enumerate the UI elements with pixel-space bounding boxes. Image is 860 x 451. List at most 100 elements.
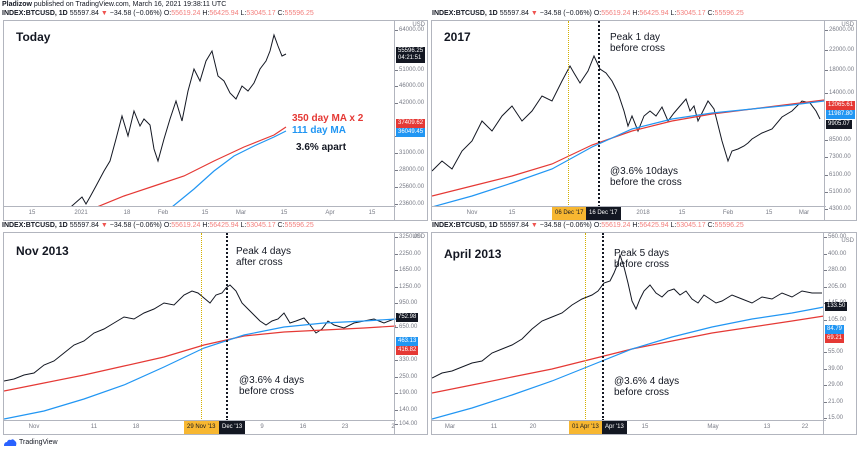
- x-tick: 18: [123, 210, 131, 216]
- published-text: published on TradingView.com, March 16, …: [33, 1, 227, 8]
- l-label: L:: [240, 10, 247, 17]
- h-label: H:: [202, 10, 210, 17]
- ma350x2-line: [95, 126, 287, 207]
- h-label: H:: [632, 222, 640, 229]
- change: −34.58 (−0.06%): [109, 222, 162, 229]
- last-price: 55597.84: [69, 10, 99, 17]
- price-axis[interactable]: USD 64000.00 51000.00 46000.00 42000.00 …: [394, 21, 427, 220]
- y-tick: 190.00: [395, 390, 417, 396]
- currency-label: USD: [841, 22, 854, 28]
- symbol: INDEX:BTCUSD, 1D: [2, 10, 68, 17]
- y-tick: 29.00: [824, 382, 843, 388]
- y-tick: 28000.00: [395, 167, 424, 173]
- chart-panel-today[interactable]: Today 350 day MA x 2 111 day MA 3.6% apa…: [3, 20, 428, 221]
- c-label: C:: [277, 10, 285, 17]
- peak-date-badge: Dec '13: [219, 421, 246, 434]
- open: 55619.24: [171, 222, 201, 229]
- x-tick: 15: [201, 210, 209, 216]
- time-axis[interactable]: Nov 11 18 9 16 23 2 29 Nov '13 Dec '13: [4, 420, 396, 434]
- x-tick: Feb: [722, 210, 734, 216]
- time-axis[interactable]: Nov 15 2018 15 Feb 15 Mar 06 Dec '17 16 …: [432, 206, 826, 220]
- x-tick: Feb: [157, 210, 169, 216]
- x-tick: 15: [765, 210, 773, 216]
- price-label-ma350: 69.21: [825, 334, 845, 343]
- time-axis[interactable]: 15 2021 18 Feb 15 Mar 15 Apr 15: [4, 206, 396, 220]
- gap-annotation: @3.6% 10days before the cross: [610, 166, 682, 188]
- last-price: 55597.84: [69, 222, 99, 229]
- price-label-ma111: 84.79: [825, 325, 845, 334]
- y-tick: 25600.00: [395, 184, 424, 190]
- ma111-line: [432, 100, 825, 207]
- close: 55596.25: [714, 222, 744, 229]
- h-label: H:: [632, 10, 640, 17]
- plot-area[interactable]: [4, 233, 396, 421]
- y-tick: 205.00: [824, 284, 846, 290]
- x-tick: 13: [763, 424, 771, 430]
- price-label-ma111: 11987.80: [826, 110, 855, 119]
- panel-title: April 2013: [444, 247, 502, 261]
- y-tick: 14000.00: [825, 90, 854, 96]
- time-axis[interactable]: Mar 11 20 15 May 13 22 01 Apr '13 Apr '1…: [432, 420, 826, 434]
- high: 56425.94: [209, 10, 239, 17]
- price-axis[interactable]: USD 26000.00 22000.00 18000.00 14000.00 …: [824, 21, 856, 220]
- cross-date-badge: 01 Apr '13: [569, 421, 602, 434]
- plot-area[interactable]: [4, 21, 396, 207]
- y-tick: 7300.00: [825, 154, 851, 160]
- y-tick: 400.00: [824, 251, 846, 257]
- peak-annotation: Peak 5 days before cross: [614, 248, 670, 270]
- price-axis[interactable]: USD 560.00 400.00 280.00 205.00 145.00 1…: [823, 233, 856, 434]
- low: 53045.17: [676, 10, 706, 17]
- y-tick: 250.00: [395, 374, 417, 380]
- gap-annotation: @3.6% 4 days before cross: [614, 376, 680, 398]
- x-tick: 2: [391, 424, 395, 430]
- x-tick: 2021: [74, 210, 88, 216]
- o-label: O:: [593, 222, 602, 229]
- price-label-ma111: 463.13: [396, 337, 419, 346]
- symbol: INDEX:BTCUSD, 1D: [432, 222, 498, 229]
- plot-area[interactable]: [432, 233, 826, 421]
- chart-panel-2017[interactable]: 2017 Peak 1 day before cross @3.6% 10day…: [431, 20, 857, 221]
- y-tick: 8500.00: [825, 137, 851, 143]
- ohlc-bar-apr2013: INDEX:BTCUSD, 1D 55597.84 ▼ −34.58 (−0.0…: [432, 222, 744, 229]
- brand-name: TradingView: [19, 439, 58, 446]
- price-axis[interactable]: USD 3250.00 2250.00 1650.00 1250.00 950.…: [394, 233, 427, 434]
- symbol: INDEX:BTCUSD, 1D: [2, 222, 68, 229]
- x-tick: 9: [260, 424, 264, 430]
- chart-panel-apr2013[interactable]: April 2013 Peak 5 days before cross @3.6…: [431, 232, 857, 435]
- x-tick: Nov: [466, 210, 478, 216]
- y-tick: 21.00: [824, 399, 843, 405]
- y-tick: 2250.00: [395, 251, 421, 257]
- last-price: 55597.84: [499, 222, 529, 229]
- currency-label: USD: [412, 234, 425, 240]
- x-tick: 15: [641, 424, 649, 430]
- price-label-last: 55596.25 04:21:51: [396, 47, 426, 63]
- y-tick: 1650.00: [395, 267, 421, 273]
- y-tick: 3250.00: [395, 234, 421, 240]
- y-tick: 42000.00: [395, 100, 424, 106]
- l-label: L:: [670, 10, 677, 17]
- down-arrow-icon: ▼: [530, 222, 538, 229]
- cross-date-badge: 06 Dec '17: [552, 207, 587, 220]
- tradingview-branding[interactable]: TradingView: [3, 438, 58, 447]
- c-label: C:: [707, 10, 715, 17]
- x-tick: Nov: [28, 424, 40, 430]
- y-tick: 650.00: [395, 324, 417, 330]
- x-tick: 15: [508, 210, 516, 216]
- y-tick: 18000.00: [825, 67, 854, 73]
- x-tick: May: [707, 424, 719, 430]
- down-arrow-icon: ▼: [100, 222, 108, 229]
- chart-panel-nov2013[interactable]: Nov 2013 Peak 4 days after cross @3.6% 4…: [3, 232, 428, 435]
- y-tick: 104.00: [395, 421, 417, 427]
- cross-marker-line: [568, 21, 569, 207]
- y-tick: 22000.00: [825, 47, 854, 53]
- x-tick: 23: [341, 424, 349, 430]
- peak-annotation: Peak 1 day before cross: [610, 32, 666, 54]
- change: −34.58 (−0.06%): [539, 222, 592, 229]
- close: 55596.25: [284, 222, 314, 229]
- publisher-name: Pladizow: [2, 1, 32, 8]
- o-label: O:: [163, 222, 172, 229]
- price-label-ma111: 36049.45: [396, 128, 426, 137]
- plot-area[interactable]: [432, 21, 826, 207]
- open: 55619.24: [601, 222, 631, 229]
- x-tick: 15: [678, 210, 686, 216]
